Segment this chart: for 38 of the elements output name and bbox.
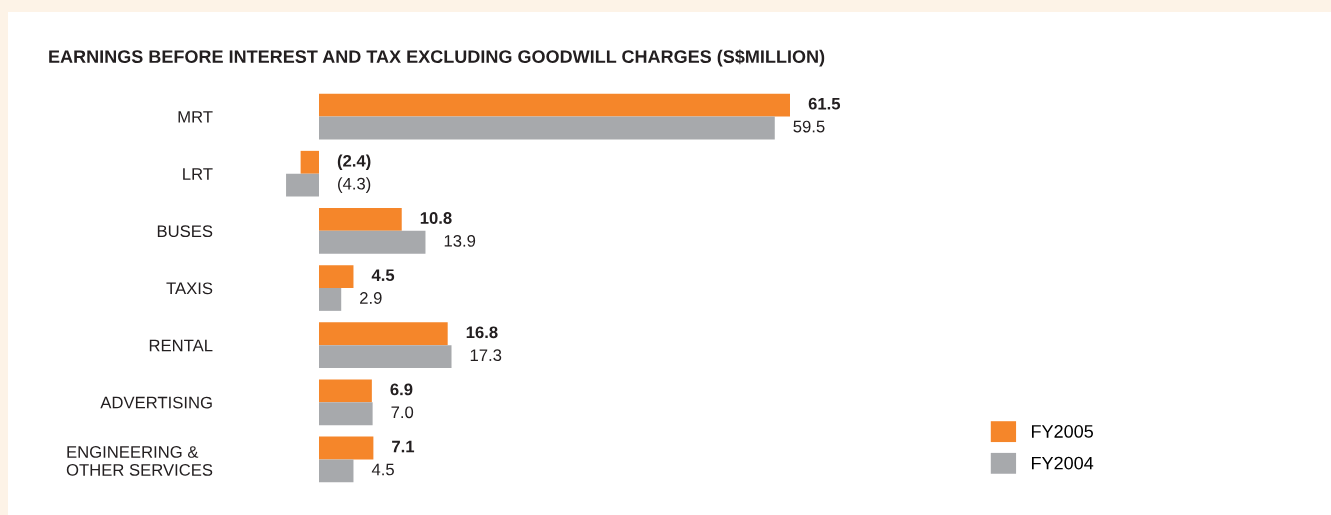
bar [319,288,342,311]
y-tick-label: ADVERTISING [100,396,212,409]
data-label: 4.5 [371,463,394,476]
bar [319,230,426,254]
bar [300,150,319,174]
data-label: 4.5 [371,269,395,282]
bar [319,436,374,460]
bar [319,208,402,231]
chart-title: EARNINGS BEFORE INTEREST AND TAX EXCLUDING GOODWILL CHARGES (S$MILLION) [49,49,825,67]
bar [286,173,319,197]
y-tick-label: TAXIS [166,282,213,295]
y-tick-label: LRT [183,168,213,180]
data-label: (2.4) [337,154,371,171]
y-tick-label: ENGINEERING & OTHER SERVICES [66,446,213,476]
bar [319,93,791,117]
bar [319,322,448,346]
data-label: 61.5 [808,97,841,110]
bar [319,402,373,426]
bar [319,459,354,483]
y-tick-label: RENTAL [149,339,213,352]
y-tick-label: MRT [178,111,213,123]
data-label: 6.9 [390,383,413,396]
data-label: 59.5 [793,120,825,133]
data-label: 7.0 [391,406,414,419]
data-label: 2.9 [360,292,382,304]
data-label: 16.8 [466,326,498,339]
bar [319,379,372,403]
legend-label: FY2005 [1032,425,1093,438]
bar [319,345,452,368]
bar [319,116,775,140]
data-label: 17.3 [470,349,502,362]
data-label: 13.9 [444,234,476,247]
data-label: 10.8 [420,212,452,224]
legend-label: FY2004 [1032,456,1094,470]
data-label: (4.3) [338,177,371,193]
bar [319,265,354,288]
y-tick-label: BUSES [157,225,213,238]
data-label: 7.1 [392,440,415,453]
